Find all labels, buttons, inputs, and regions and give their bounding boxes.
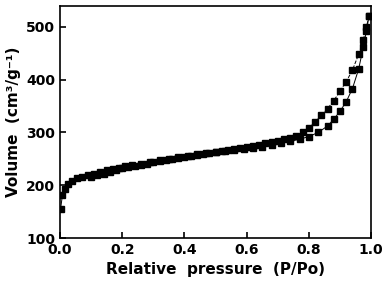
Y-axis label: Volume  (cm³/g⁻¹): Volume (cm³/g⁻¹) — [5, 47, 21, 197]
X-axis label: Relative  pressure  (P/Po): Relative pressure (P/Po) — [106, 262, 325, 277]
